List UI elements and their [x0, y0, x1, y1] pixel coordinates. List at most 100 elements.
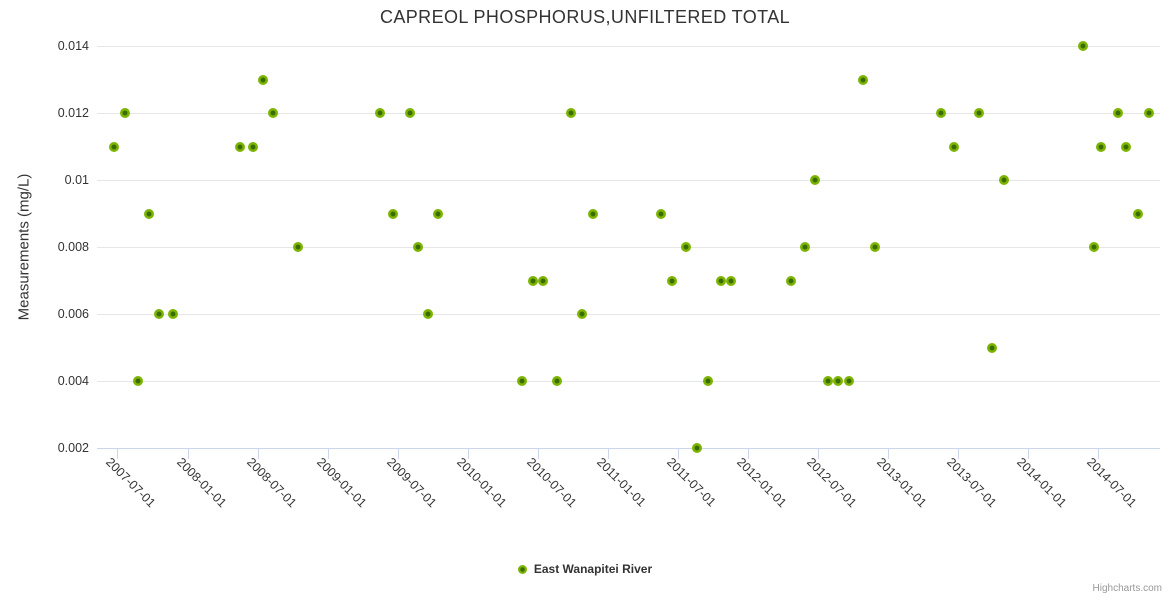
x-tick-mark: [1028, 449, 1030, 459]
data-point[interactable]: [413, 242, 424, 252]
x-tick-mark: [957, 449, 959, 459]
data-point[interactable]: [655, 208, 666, 219]
data-point[interactable]: [1143, 108, 1154, 118]
data-point[interactable]: [422, 309, 433, 319]
data-point[interactable]: [576, 309, 587, 319]
data-point[interactable]: [1095, 141, 1106, 152]
x-axis-tick-label: 2013-01-01: [874, 455, 930, 511]
data-point[interactable]: [809, 175, 820, 185]
data-point[interactable]: [293, 242, 304, 252]
data-point[interactable]: [538, 275, 549, 286]
x-axis-tick-label: 2009-07-01: [383, 455, 439, 511]
x-tick-mark: [608, 449, 610, 459]
data-point[interactable]: [154, 309, 165, 319]
y-gridline: [97, 46, 1160, 47]
y-gridline: [97, 314, 1160, 315]
x-axis-tick-label: 2012-01-01: [734, 455, 790, 511]
data-point[interactable]: [433, 208, 444, 219]
data-point[interactable]: [235, 141, 246, 152]
data-point[interactable]: [144, 208, 155, 219]
data-point[interactable]: [258, 74, 269, 85]
data-point[interactable]: [691, 443, 702, 453]
x-axis-tick-label: 2010-01-01: [454, 455, 510, 511]
x-axis-line: [97, 448, 1160, 449]
data-point[interactable]: [1077, 41, 1088, 51]
y-gridline: [97, 247, 1160, 248]
data-point[interactable]: [1089, 242, 1100, 252]
x-tick-mark: [257, 449, 259, 459]
x-axis-tick-label: 2007-07-01: [103, 455, 159, 511]
legend-marker-icon: [517, 564, 527, 574]
x-tick-mark: [677, 449, 679, 459]
data-point[interactable]: [527, 275, 538, 286]
x-tick-mark: [397, 449, 399, 459]
data-point[interactable]: [935, 108, 946, 118]
data-point[interactable]: [725, 275, 736, 286]
x-axis-tick-label: 2008-01-01: [173, 455, 230, 511]
legend[interactable]: East Wanapitei River: [0, 562, 1170, 576]
data-point[interactable]: [833, 376, 844, 386]
data-point[interactable]: [1132, 208, 1143, 219]
x-axis-tick-label: 2011-01-01: [594, 455, 649, 510]
x-tick-mark: [537, 449, 539, 459]
y-gridline: [97, 381, 1160, 382]
x-axis-tick-label: 2011-07-01: [663, 455, 719, 510]
highcharts-credit-link[interactable]: Highcharts.com: [1092, 583, 1162, 594]
y-axis-tick-label: 0.002: [57, 441, 89, 455]
x-axis-tick-label: 2010-07-01: [523, 455, 579, 511]
data-point[interactable]: [108, 141, 119, 152]
data-point[interactable]: [986, 342, 997, 353]
data-point[interactable]: [799, 242, 810, 252]
x-tick-mark: [328, 449, 330, 459]
data-point[interactable]: [857, 74, 868, 85]
data-point[interactable]: [1120, 141, 1131, 152]
x-tick-mark: [187, 449, 189, 459]
y-axis-tick-label: 0.008: [57, 240, 89, 254]
data-point[interactable]: [551, 376, 562, 386]
data-point[interactable]: [267, 108, 278, 118]
data-point[interactable]: [716, 275, 727, 286]
data-point[interactable]: [973, 108, 984, 118]
data-point[interactable]: [119, 108, 130, 118]
y-axis-tick-label: 0.006: [57, 307, 89, 321]
data-point[interactable]: [823, 376, 834, 386]
x-tick-mark: [468, 449, 470, 459]
chart-title: CAPREOL PHOSPHORUS,UNFILTERED TOTAL: [379, 7, 791, 27]
y-axis-tick-label: 0.014: [57, 39, 89, 53]
data-point[interactable]: [247, 141, 258, 152]
data-point[interactable]: [388, 208, 399, 219]
data-point[interactable]: [1113, 108, 1124, 118]
data-point[interactable]: [702, 376, 713, 386]
data-point[interactable]: [844, 376, 855, 386]
x-tick-mark: [888, 449, 890, 459]
x-axis-tick-label: 2013-07-01: [944, 455, 1000, 511]
x-axis-tick-label: 2014-01-01: [1014, 455, 1070, 511]
data-point[interactable]: [949, 141, 960, 152]
y-axis-tick-label: 0.004: [57, 374, 89, 388]
data-point[interactable]: [404, 108, 415, 118]
data-point[interactable]: [870, 242, 881, 252]
y-axis-tick-label: 0.01: [64, 173, 89, 187]
data-point[interactable]: [588, 208, 599, 219]
data-point[interactable]: [681, 242, 692, 252]
data-point[interactable]: [999, 175, 1010, 185]
x-tick-mark: [117, 449, 119, 459]
x-axis-tick-label: 2008-07-01: [243, 455, 299, 511]
x-tick-mark: [748, 449, 750, 459]
data-point[interactable]: [375, 108, 385, 118]
y-axis-tick-label: 0.012: [57, 106, 89, 120]
x-axis-tick-label: 2012-07-01: [804, 455, 860, 511]
data-point[interactable]: [786, 275, 797, 286]
data-point[interactable]: [133, 376, 144, 386]
y-gridline: [97, 113, 1160, 114]
x-axis-tick-label: 2014-07-01: [1083, 455, 1140, 511]
x-tick-mark: [1097, 449, 1099, 459]
y-gridline: [97, 180, 1160, 181]
x-axis-tick-label: 2009-01-01: [314, 455, 370, 511]
data-point[interactable]: [565, 108, 576, 118]
legend-series-label: East Wanapitei River: [533, 562, 653, 576]
data-point[interactable]: [667, 275, 678, 286]
data-point[interactable]: [167, 309, 178, 319]
data-point[interactable]: [516, 376, 527, 386]
